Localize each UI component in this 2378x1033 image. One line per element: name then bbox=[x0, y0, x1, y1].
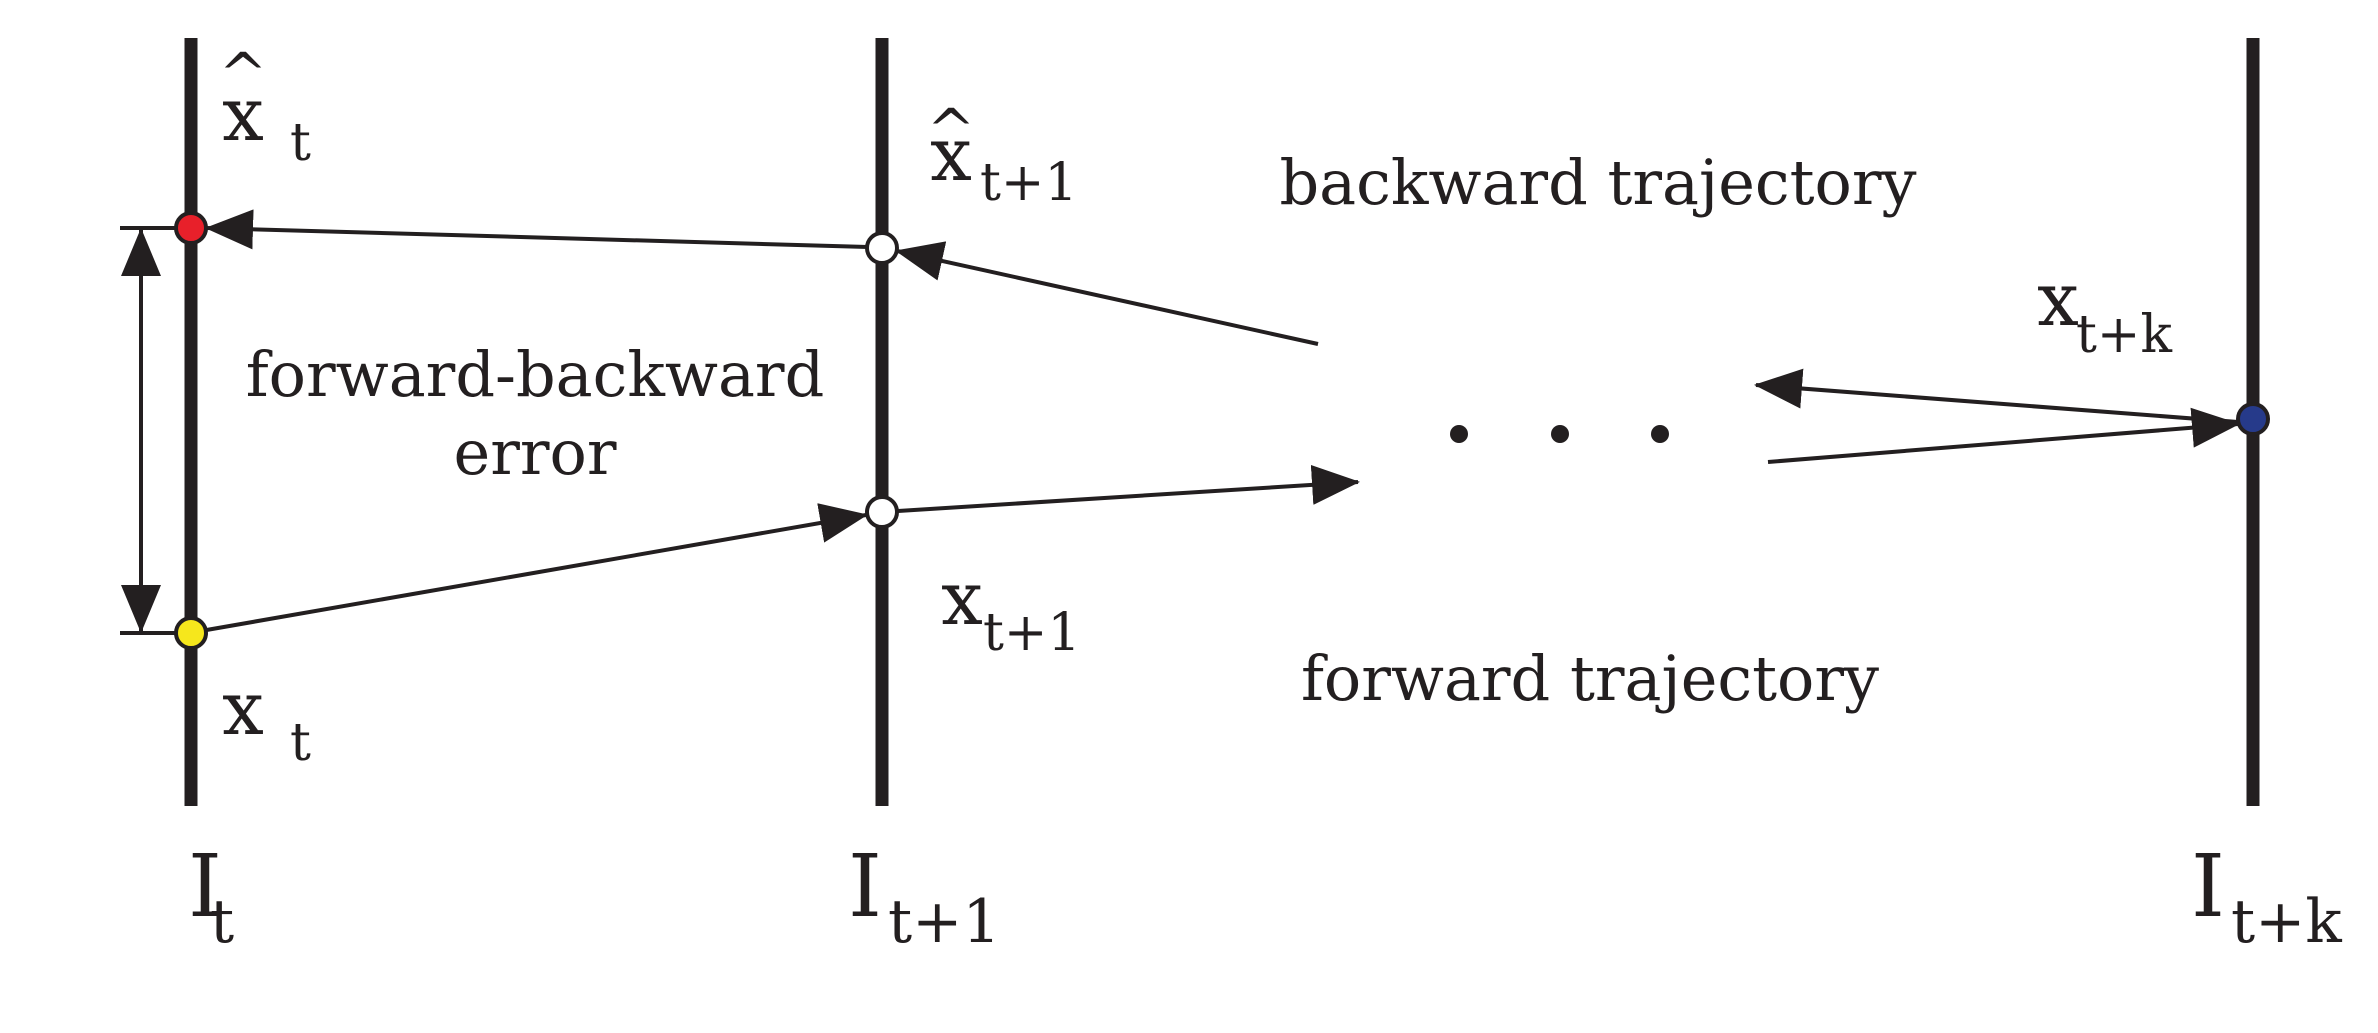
point-x-tk bbox=[2236, 402, 2270, 436]
forward-trajectory-label: forward trajectory bbox=[1301, 642, 1879, 715]
label-subscript: t+1 bbox=[980, 153, 1078, 213]
backward-arrow-t1-to-t bbox=[205, 209, 869, 250]
frame-label-subscript: t bbox=[210, 887, 234, 957]
label-base: x bbox=[222, 72, 264, 158]
hat-mark: ^ bbox=[219, 40, 268, 108]
forward-arrow-t-to-t1 bbox=[194, 503, 868, 634]
label-x-hat-t: ^ x t bbox=[219, 40, 311, 173]
label-subscript: t bbox=[290, 713, 311, 773]
frame-label-t: I t bbox=[188, 837, 234, 957]
label-subscript: t+1 bbox=[983, 603, 1081, 663]
backward-trajectory-label: backward trajectory bbox=[1279, 146, 1916, 219]
error-label-line1: forward-backward bbox=[246, 338, 825, 411]
ellipsis-dot bbox=[1450, 425, 1468, 443]
label-base: x bbox=[941, 556, 983, 642]
ellipsis-dot bbox=[1551, 425, 1569, 443]
label-x-hat-t1: ^ x t+1 bbox=[927, 96, 1078, 213]
error-label-line2: error bbox=[454, 416, 617, 489]
frame-label-base: I bbox=[2191, 837, 2225, 937]
frame-label-tk: I t+k bbox=[2191, 837, 2342, 957]
ellipsis-dot bbox=[1651, 425, 1669, 443]
forward-arrow-to-tk bbox=[1767, 407, 2240, 464]
point-x-hat-t bbox=[174, 211, 208, 245]
label-x-tk: x t+k bbox=[2037, 257, 2172, 365]
backward-arrow-to-t1 bbox=[895, 241, 1319, 346]
frame-label-t1: I t+1 bbox=[848, 837, 1001, 957]
point-x-hat-t1 bbox=[865, 231, 899, 265]
label-base: x bbox=[2037, 257, 2079, 343]
point-x-t bbox=[174, 616, 208, 650]
label-base: x bbox=[222, 666, 264, 752]
frame-label-base: I bbox=[188, 837, 222, 937]
label-subscript: t+k bbox=[2076, 305, 2172, 365]
label-x-t: x t bbox=[222, 666, 311, 773]
backward-arrow-from-tk bbox=[1754, 368, 2239, 424]
frame-label-subscript: t+1 bbox=[888, 887, 1001, 957]
frame-label-base: I bbox=[848, 837, 882, 937]
label-subscript: t bbox=[290, 113, 311, 173]
hat-mark: ^ bbox=[927, 96, 976, 164]
label-x-t1: x t+1 bbox=[941, 556, 1080, 663]
point-x-t1 bbox=[865, 495, 899, 529]
forward-arrow-from-t1 bbox=[897, 464, 1360, 513]
frame-label-subscript: t+k bbox=[2231, 887, 2342, 957]
label-base: x bbox=[930, 112, 972, 198]
